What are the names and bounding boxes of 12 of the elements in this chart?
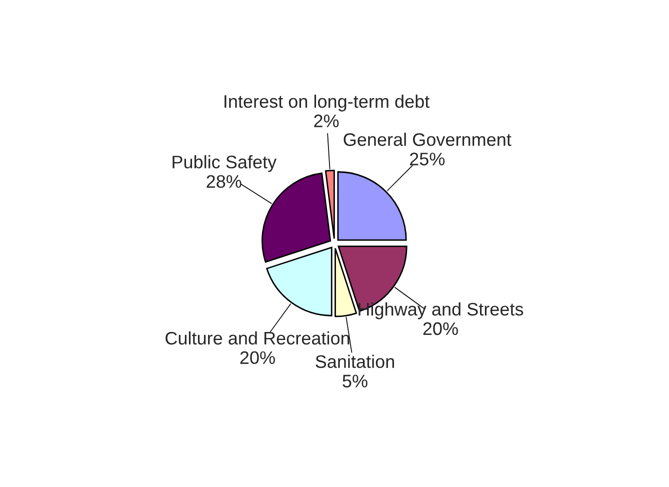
data-label: 20% [240, 351, 275, 364]
slice-label: Public Safety [172, 155, 277, 172]
data-label: 28% [206, 175, 242, 188]
slice-label: Interest on long-term debt [224, 94, 430, 112]
data-label: 25% [410, 152, 445, 166]
slice-label: General Government [344, 132, 512, 146]
slice-label: Culture and Recreation [166, 331, 350, 345]
data-label: 5% [342, 374, 368, 388]
data-label: 20% [423, 322, 458, 336]
slice-label: Sanitation [316, 354, 394, 368]
data-label: 2% [314, 114, 339, 128]
slice-label: Highway and Streets [358, 302, 524, 320]
